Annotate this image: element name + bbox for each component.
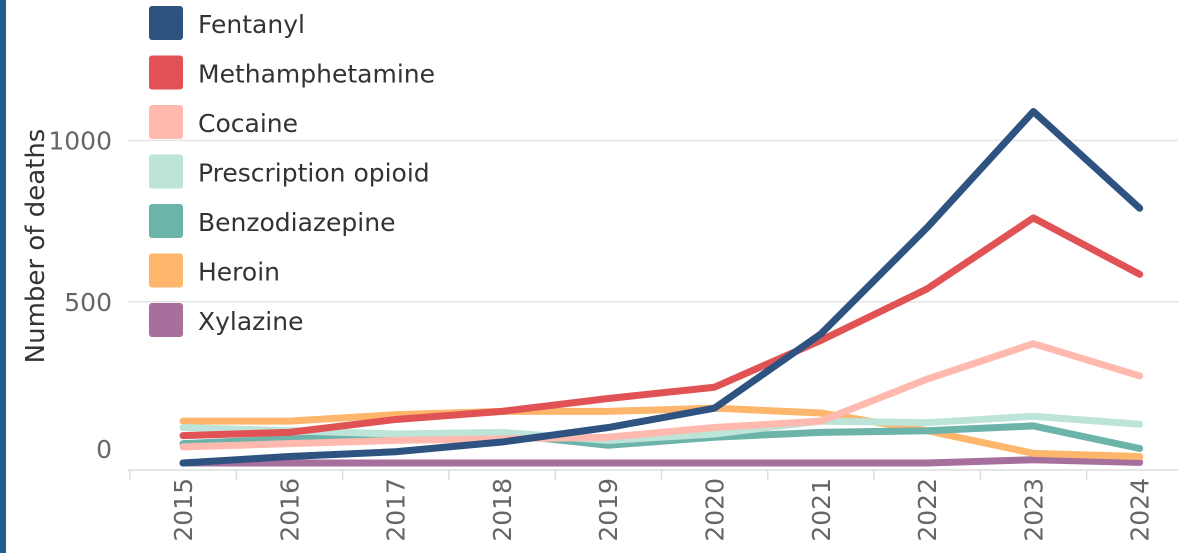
legend: Fentanyl Methamphetamine Cocaine Prescripti… [149,6,435,337]
legend-label: Prescription opioid [198,159,430,188]
series-line-cocaine [179,340,1144,451]
x-tick-label: 2021 [807,478,836,542]
legend-label: Benzodiazepine [198,208,395,237]
legend-label: Xylazine [198,307,303,336]
x-tick-label: 2020 [701,478,730,542]
legend-item: Cocaine [149,105,298,139]
series-line-fentanyl [179,107,1144,467]
legend-swatch [149,204,183,238]
series-line-xylazine [179,456,1144,467]
y-tick-label: 500 [64,288,112,317]
legend-label: Heroin [198,258,280,287]
x-tick-label: 2016 [275,478,304,542]
legend-label: Methamphetamine [198,60,435,89]
legend-item: Xylazine [149,303,303,337]
x-tick-label: 2024 [1126,478,1155,542]
series-lines [179,107,1144,467]
series-line-prescription-opioid [179,412,1144,444]
legend-swatch [149,303,183,337]
legend-swatch [149,154,183,189]
x-tick-label: 2019 [594,478,623,542]
x-tick-label: 2018 [488,478,517,542]
x-tick-labels: 2015 2016 2017 2018 2019 2020 2021 2022 2023 2024 [129,470,1155,542]
y-axis-label: Number of deaths [21,129,51,364]
y-tick-label: 1000 [48,127,112,156]
x-tick-label: 2015 [169,478,198,542]
legend-label: Fentanyl [198,10,305,39]
x-tick-label: 2022 [913,478,942,542]
y-tick-labels: 0 500 1000 [48,127,112,465]
x-tick-label: 2023 [1019,478,1048,542]
series-line-benzodiazepine [179,422,1144,452]
y-tick-label: 0 [96,435,112,464]
accent-border [0,0,6,553]
grid-lines [128,139,1178,303]
legend-swatch [149,105,183,139]
legend-swatch [149,253,183,288]
legend-item: Prescription opioid [149,154,430,189]
x-tick-label: 2017 [382,478,411,542]
legend-swatch [149,6,183,40]
legend-item: Fentanyl [149,6,305,40]
legend-item: Methamphetamine [149,55,435,90]
legend-label: Cocaine [198,109,298,138]
legend-item: Heroin [149,253,280,288]
series-line-methamphetamine [179,214,1144,440]
series-line-heroin [179,404,1144,461]
legend-item: Benzodiazepine [149,204,395,238]
legend-swatch [149,55,183,90]
